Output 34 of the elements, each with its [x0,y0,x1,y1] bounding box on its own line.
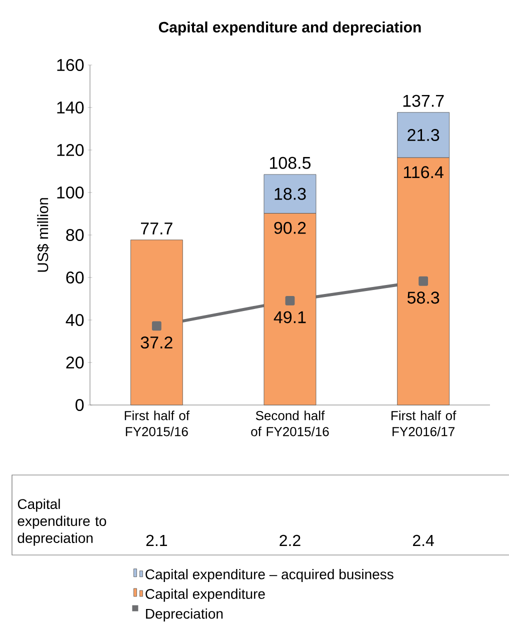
data-label: 37.2 [140,336,172,349]
text: 2.1 [146,534,167,546]
x-tick-label: First half of FY2015/16 [124,410,190,436]
y-tick-label: 160 [57,58,84,72]
y-tick-label: 80 [66,228,84,242]
total-label: 137.7 [403,94,444,107]
x-tick-label: Second half of FY2015/16 [251,410,329,436]
text: 2.2 [280,534,300,546]
legend-label: Capital expenditure [146,588,265,602]
y-tick-label: 120 [57,144,84,156]
data-label: 116.4 [404,166,444,178]
data-label: 58.3 [407,292,440,304]
chart-title: Capital expenditure and depreciation [158,21,421,36]
x-tick-label: First half of FY2016/17 [392,410,456,436]
text: 2.4 [413,534,434,546]
text: Capital expenditure to depreciation [18,498,106,546]
data-label: 18.3 [274,188,306,200]
y-tick-label: 140 [57,101,84,114]
point [285,296,295,306]
point [418,276,428,286]
total-label: 108.5 [270,156,311,169]
total-label: 77.7 [140,222,172,234]
data-label: 90.2 [274,222,306,234]
y-tick-label: 20 [66,356,84,369]
legend-label: Capital expenditure – acquired business [146,569,394,582]
y-tick-label: 100 [57,186,84,199]
y-axis-title: US$ million [36,198,50,272]
data-label: 21.3 [408,129,440,142]
legend-label: Depreciation [146,608,223,622]
y-tick-label: 40 [66,314,84,326]
y-tick-label: 0 [76,398,84,412]
y-tick-label: 60 [66,271,84,284]
data-label: 49.1 [274,311,306,324]
point [152,321,162,331]
